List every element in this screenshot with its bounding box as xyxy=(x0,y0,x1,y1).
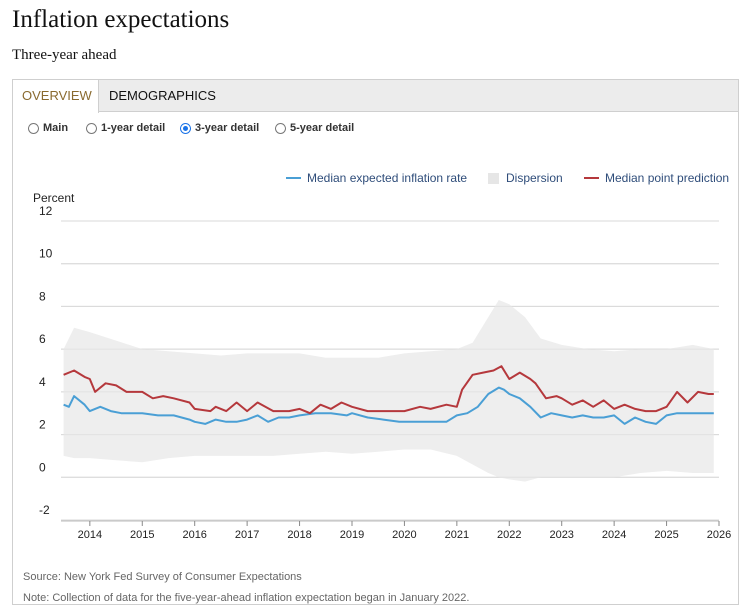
tab-demographics[interactable]: DEMOGRAPHICS xyxy=(109,88,216,103)
x-tick-label: 2023 xyxy=(549,529,573,541)
radio-label: Main xyxy=(43,122,69,134)
x-tick-label: 2025 xyxy=(654,529,678,541)
x-tick-label: 2019 xyxy=(340,529,364,541)
radio-label: 1-year detail xyxy=(101,122,166,134)
source-note: Source: New York Fed Survey of Consumer … xyxy=(23,571,302,583)
radio-3-year-detail[interactable]: 3-year detail xyxy=(180,122,259,134)
y-tick-label: 12 xyxy=(39,204,53,218)
y-tick-label: 6 xyxy=(39,332,46,346)
x-tick-label: 2016 xyxy=(182,529,206,541)
x-tick-label: 2014 xyxy=(78,529,102,541)
x-tick-label: 2018 xyxy=(287,529,311,541)
x-tick-label: 2021 xyxy=(445,529,469,541)
y-tick-label: 0 xyxy=(39,460,46,474)
tab-overview[interactable]: OVERVIEW xyxy=(13,80,99,113)
legend-item-dispersion[interactable]: Dispersion xyxy=(488,171,563,185)
radio-label: 3-year detail xyxy=(195,122,260,134)
page-subtitle: Three-year ahead xyxy=(12,47,117,63)
radio-main[interactable]: Main xyxy=(28,122,68,134)
tab-bar: OVERVIEW DEMOGRAPHICS xyxy=(13,80,738,113)
radio-label: 5-year detail xyxy=(290,122,355,134)
radio-circle-icon[interactable] xyxy=(275,122,286,134)
chart-plot: 12 10 8 6 4 2 0 -2 2014 2015 2016 2017 2018 2019 2020 2… xyxy=(39,204,731,541)
x-tick-label: 2024 xyxy=(602,529,626,541)
legend-label: Median expected inflation rate xyxy=(307,171,468,185)
median-expected-line xyxy=(63,386,714,425)
radio-circle-icon[interactable] xyxy=(86,122,97,134)
footnote: Note: Collection of data for the five-ye… xyxy=(23,592,470,604)
x-tick-label: 2017 xyxy=(235,529,259,541)
chart-panel: OVERVIEW DEMOGRAPHICS Main 1-year detail… xyxy=(12,79,739,605)
legend-item-point-prediction[interactable]: Median point prediction xyxy=(584,171,729,185)
y-tick-label: 2 xyxy=(39,418,46,432)
y-tick-label: 10 xyxy=(39,247,53,261)
page-title: Inflation expectations xyxy=(12,6,230,33)
y-tick-label: 8 xyxy=(39,289,46,303)
area-swatch-icon xyxy=(488,172,499,184)
line-swatch-icon xyxy=(584,177,599,179)
y-axis-label: Percent xyxy=(33,191,75,205)
dispersion-band xyxy=(63,300,714,482)
x-tick-label: 2020 xyxy=(392,529,416,541)
x-tick-label: 2026 xyxy=(707,529,731,541)
radio-1-year-detail[interactable]: 1-year detail xyxy=(86,122,165,134)
radio-selected-icon[interactable] xyxy=(180,122,191,134)
line-swatch-icon xyxy=(286,177,301,179)
legend-item-median[interactable]: Median expected inflation rate xyxy=(286,171,467,185)
y-tick-label: -2 xyxy=(39,503,50,517)
x-tick-label: 2022 xyxy=(497,529,521,541)
x-tick-label: 2015 xyxy=(130,529,154,541)
median-point-line xyxy=(63,365,714,415)
y-tick-label: 4 xyxy=(39,375,46,389)
radio-5-year-detail[interactable]: 5-year detail xyxy=(275,122,354,134)
legend-label: Median point prediction xyxy=(605,171,730,185)
legend-label: Dispersion xyxy=(506,171,563,185)
radio-circle-icon[interactable] xyxy=(28,122,39,134)
